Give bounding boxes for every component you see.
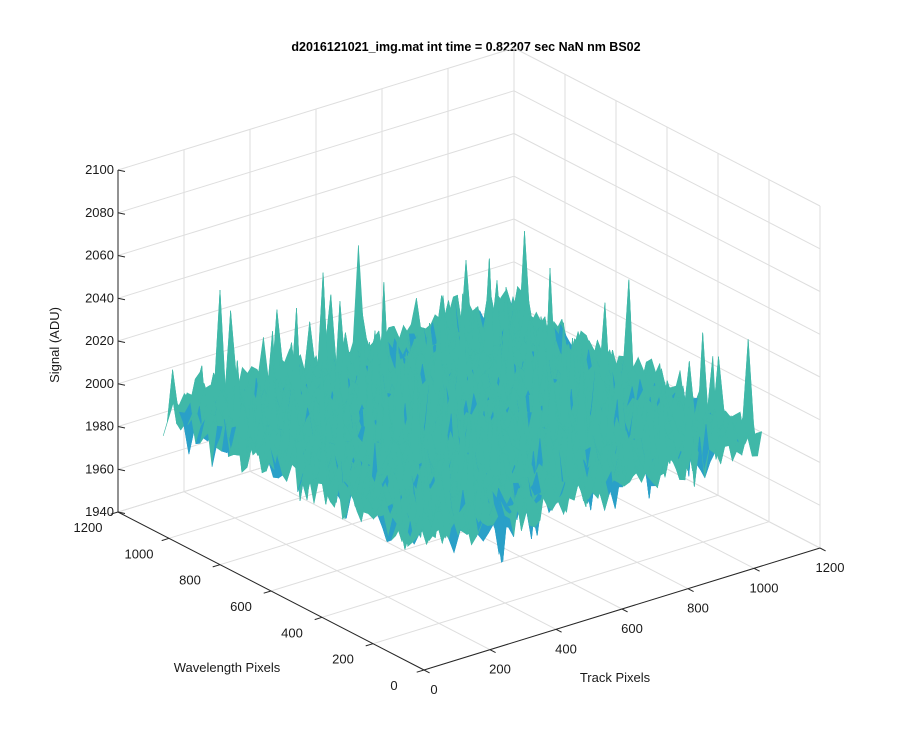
grid-line (117, 261, 515, 385)
x-tick (621, 608, 628, 613)
z-tick-labels: 1940 1960 1980 2000 2020 2040 2060 2080 2100 (85, 162, 114, 519)
z-tick (117, 340, 126, 343)
grid-line (513, 133, 821, 292)
surface-patch (623, 279, 634, 375)
grid-line (513, 90, 821, 250)
z-tick (117, 297, 126, 301)
grid-line (117, 90, 515, 214)
chart-title: d2016121021_img.mat int time = 0.82207 s… (291, 40, 640, 54)
grid-line (513, 218, 821, 378)
y-tick-label: 800 (179, 573, 201, 588)
grid-line (513, 175, 821, 335)
x-tick (423, 669, 430, 674)
x-tick (753, 567, 760, 572)
z-tick (117, 169, 126, 172)
z-tick-label: 2060 (85, 248, 114, 263)
x-tick-label: 1000 (750, 580, 779, 595)
y-axis-label: Wavelength Pixels (174, 660, 281, 675)
z-tick (117, 468, 126, 472)
grid-line (321, 494, 719, 618)
y-tick-label: 400 (281, 625, 303, 640)
y-tick (161, 537, 170, 542)
y-tick (212, 564, 221, 568)
x-tick (819, 547, 826, 552)
z-tick-label: 2100 (85, 162, 114, 177)
surface-layer (162, 231, 763, 563)
y-tick-label: 0 (390, 678, 397, 693)
x-tick-label: 400 (555, 641, 577, 656)
z-axis-label: Signal (ADU) (47, 307, 62, 383)
grid-line (117, 47, 515, 171)
grid-line (117, 175, 515, 299)
z-tick (117, 212, 126, 215)
z-tick (117, 255, 126, 258)
z-tick-label: 1940 (85, 504, 114, 519)
grid-line (513, 47, 821, 207)
x-tick (687, 588, 694, 593)
y-tick-label: 200 (332, 652, 354, 667)
y-tick (314, 616, 323, 621)
z-tick (117, 383, 126, 386)
z-tick-label: 2040 (85, 290, 114, 305)
x-tick-label: 800 (687, 601, 709, 616)
x-tick-label: 600 (621, 621, 643, 636)
y-tick (416, 669, 425, 673)
grid-line (372, 521, 770, 645)
x-tick (555, 628, 562, 633)
z-tick-label: 2020 (85, 333, 114, 348)
grid-line (117, 133, 515, 256)
grid-line (117, 218, 515, 342)
y-tick-label: 1200 (74, 520, 103, 535)
x-axis-label: Track Pixels (580, 670, 651, 685)
z-tick (117, 426, 126, 429)
z-tick-label: 2000 (85, 376, 114, 391)
x-tick-label: 1200 (816, 560, 845, 575)
z-tick-label: 1980 (85, 419, 114, 434)
grid-line (513, 261, 821, 421)
x-tick-label: 0 (430, 682, 437, 697)
x-tick (489, 649, 496, 654)
z-tick-label: 1960 (85, 461, 114, 476)
x-tick-label: 200 (489, 662, 511, 677)
y-tick (365, 643, 374, 647)
surface-patch (410, 298, 421, 332)
y-tick (263, 590, 272, 594)
y-tick-label: 600 (230, 599, 252, 614)
y-tick-label: 1000 (125, 546, 154, 561)
z-tick-label: 2080 (85, 205, 114, 220)
